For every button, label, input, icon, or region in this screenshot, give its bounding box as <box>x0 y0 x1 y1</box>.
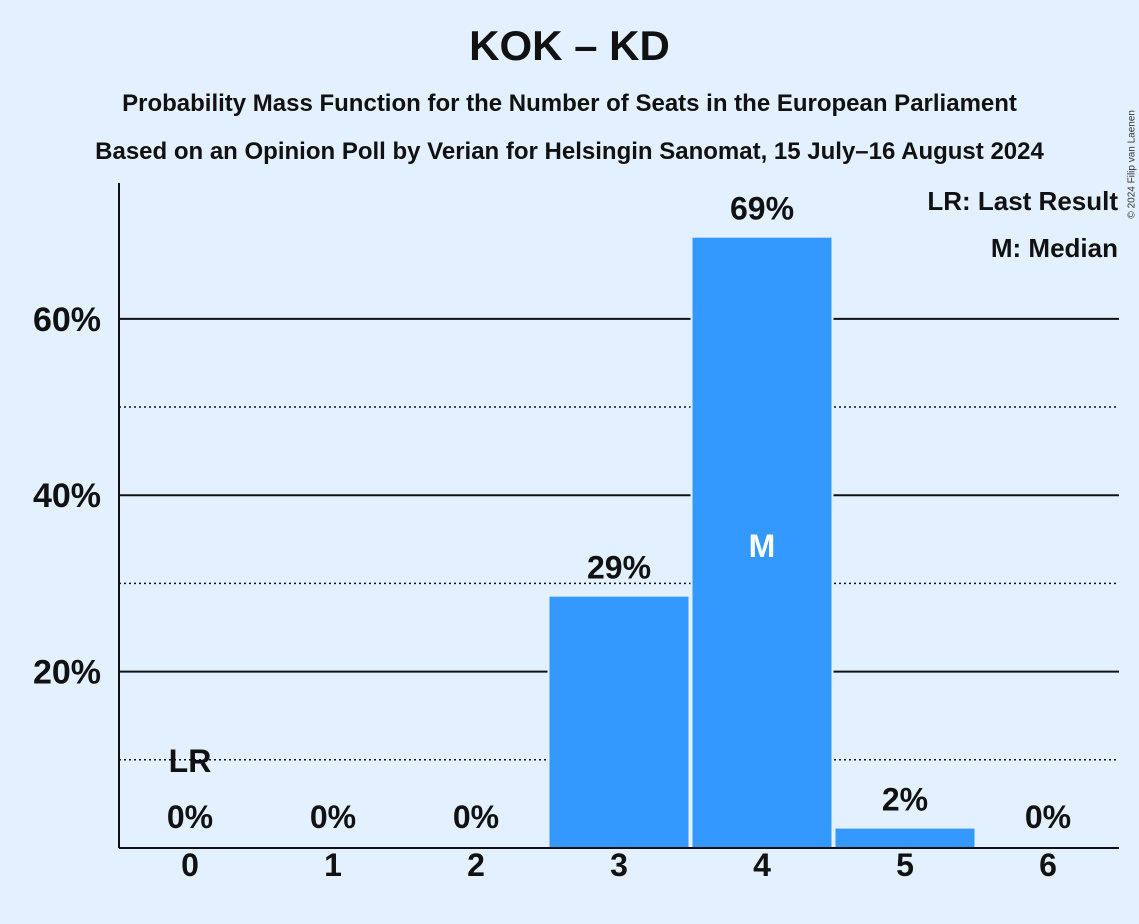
x-tick-label: 4 <box>753 847 771 883</box>
value-label: 0% <box>167 799 213 835</box>
value-label: 0% <box>310 799 356 835</box>
value-label: 0% <box>453 799 499 835</box>
median-marker: M <box>749 528 776 564</box>
value-label: 29% <box>587 550 651 586</box>
bar <box>549 596 689 848</box>
x-tick-label: 0 <box>181 847 199 883</box>
chart-subtitle-source: Based on an Opinion Poll by Verian for H… <box>95 138 1044 165</box>
x-tick-label: 5 <box>896 847 914 883</box>
x-tick-label: 1 <box>324 847 342 883</box>
chart-title: KOK – KD <box>469 22 670 69</box>
legend-median: M: Median <box>990 233 1118 263</box>
chart-subtitle: Probability Mass Function for the Number… <box>122 90 1017 117</box>
x-tick-label: 3 <box>610 847 628 883</box>
bar <box>692 237 832 848</box>
y-tick-label: 40% <box>33 477 101 515</box>
value-label: 69% <box>730 191 794 227</box>
y-tick-label: 60% <box>33 301 101 339</box>
value-label: 2% <box>882 782 928 818</box>
bar <box>835 828 975 848</box>
value-label: 0% <box>1025 799 1071 835</box>
y-tick-label: 20% <box>33 654 101 692</box>
x-tick-label: 6 <box>1039 847 1057 883</box>
legend-last-result: LR: Last Result <box>927 186 1118 216</box>
x-tick-label: 2 <box>467 847 485 883</box>
last-result-marker: LR <box>169 743 212 779</box>
